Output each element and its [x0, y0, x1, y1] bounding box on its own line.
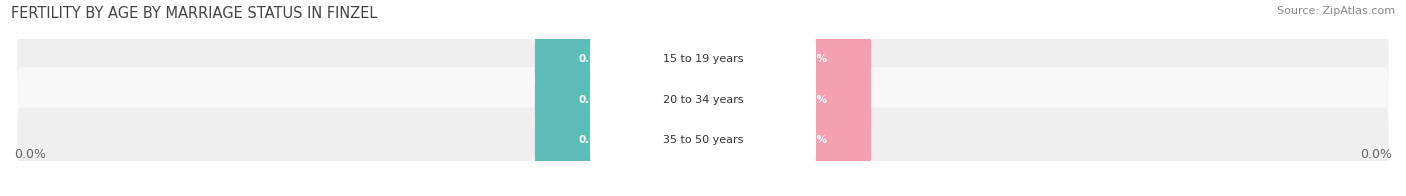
Text: 15 to 19 years: 15 to 19 years [662, 54, 744, 64]
FancyBboxPatch shape [534, 112, 651, 169]
Text: 35 to 50 years: 35 to 50 years [662, 135, 744, 145]
FancyBboxPatch shape [534, 31, 651, 88]
Text: 20 to 34 years: 20 to 34 years [662, 95, 744, 105]
FancyBboxPatch shape [17, 67, 1389, 133]
FancyBboxPatch shape [591, 31, 815, 88]
Text: 0.0%: 0.0% [799, 95, 828, 105]
FancyBboxPatch shape [17, 27, 1389, 92]
Text: 0.0%: 0.0% [799, 135, 828, 145]
Text: FERTILITY BY AGE BY MARRIAGE STATUS IN FINZEL: FERTILITY BY AGE BY MARRIAGE STATUS IN F… [11, 6, 378, 21]
Text: 0.0%: 0.0% [578, 54, 607, 64]
Text: 0.0%: 0.0% [578, 135, 607, 145]
FancyBboxPatch shape [591, 71, 815, 129]
Text: 0.0%: 0.0% [578, 95, 607, 105]
FancyBboxPatch shape [534, 71, 651, 129]
Text: 0.0%: 0.0% [14, 148, 46, 161]
FancyBboxPatch shape [755, 71, 872, 129]
Text: 0.0%: 0.0% [1360, 148, 1392, 161]
FancyBboxPatch shape [755, 31, 872, 88]
Text: Source: ZipAtlas.com: Source: ZipAtlas.com [1277, 6, 1395, 16]
FancyBboxPatch shape [17, 108, 1389, 173]
FancyBboxPatch shape [591, 112, 815, 169]
FancyBboxPatch shape [755, 112, 872, 169]
Text: 0.0%: 0.0% [799, 54, 828, 64]
